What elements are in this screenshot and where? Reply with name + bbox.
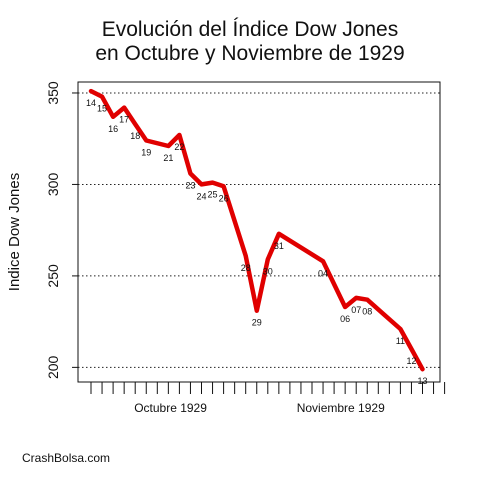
chart-title: Evolución del Índice Dow Jones en Octubr… (40, 18, 460, 66)
x-month-label: Noviembre 1929 (297, 401, 385, 415)
point-label: 22 (174, 142, 184, 152)
x-axis: Octubre 1929 Noviembre 1929 (90, 382, 446, 415)
gridlines (78, 92, 440, 368)
point-label: 25 (208, 190, 218, 200)
point-label: 31 (274, 241, 284, 251)
point-label: 13 (417, 376, 427, 386)
point-label: 08 (362, 307, 372, 317)
point-label: 29 (252, 318, 262, 328)
point-label: 07 (351, 305, 361, 315)
y-tick-label-200: 200 (45, 355, 61, 379)
point-label: 16 (108, 124, 118, 134)
point-label: 19 (141, 148, 151, 158)
point-label: 11 (396, 336, 405, 346)
y-axis: 200 250 300 350 (45, 81, 78, 379)
point-label: 06 (340, 314, 350, 324)
point-label: 15 (97, 104, 107, 114)
point-label: 21 (163, 153, 173, 163)
point-label: 04 (318, 268, 328, 278)
point-label: 17 (119, 115, 129, 125)
point-label: 26 (219, 193, 229, 203)
y-axis-label: Indice Dow Jones (6, 173, 23, 291)
chart-title-line-2: en Octubre y Noviembre de 1929 (95, 42, 405, 65)
point-label: 23 (185, 180, 195, 190)
source-credit: CrashBolsa.com (22, 451, 111, 465)
y-tick-label-350: 350 (45, 81, 61, 105)
series-line (88, 88, 425, 372)
plot-frame (77, 81, 441, 383)
y-tick-label-300: 300 (45, 173, 61, 197)
point-label: 18 (130, 131, 140, 141)
point-label: 24 (196, 191, 206, 201)
y-tick-label-250: 250 (45, 264, 61, 288)
point-label: 14 (86, 98, 96, 108)
x-month-label: Octubre 1929 (134, 401, 207, 415)
point-label: 30 (263, 266, 273, 276)
chart-title-line-1: Evolución del Índice Dow Jones (101, 18, 399, 41)
point-label: 12 (406, 356, 416, 366)
point-label: 28 (241, 263, 251, 273)
